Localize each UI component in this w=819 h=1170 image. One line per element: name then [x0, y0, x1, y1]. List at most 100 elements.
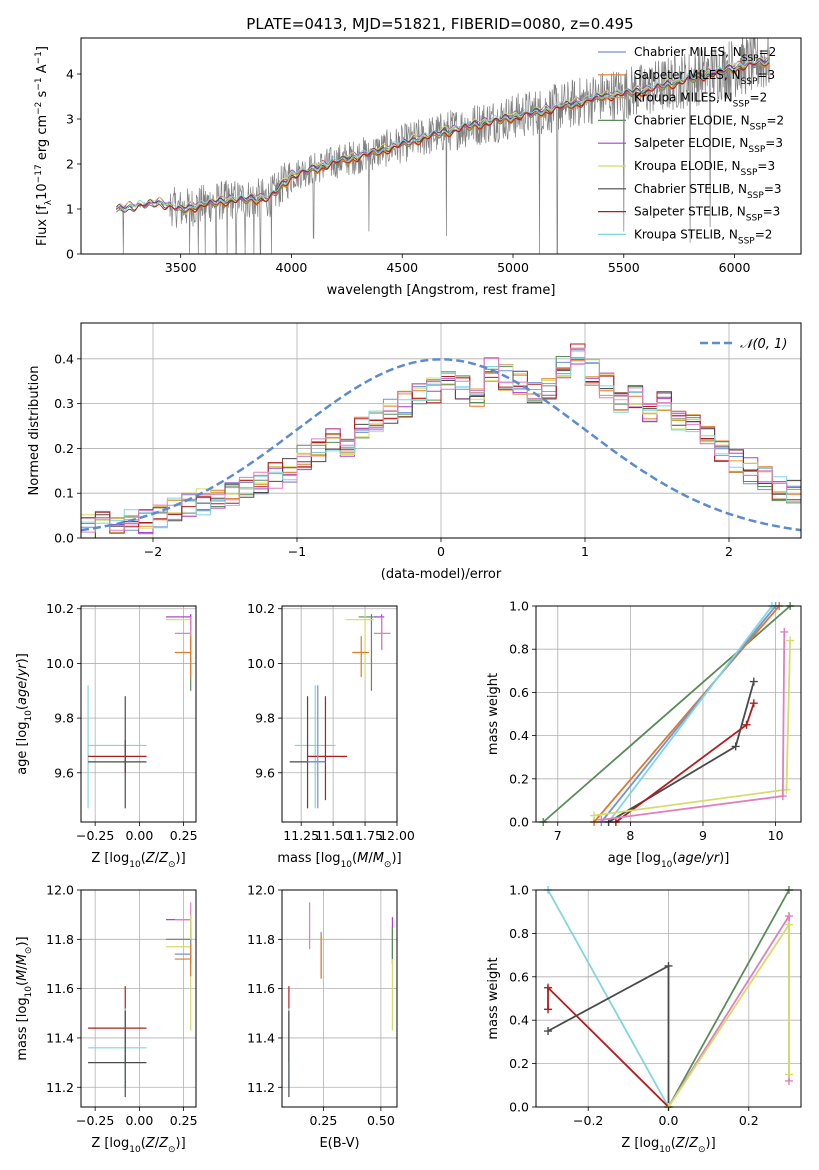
weight-marker — [731, 742, 740, 751]
x-tick-label: 5000 — [497, 260, 529, 275]
x-tick-label: −1 — [288, 544, 306, 559]
weight-marker — [784, 1070, 793, 1079]
x-tick-label: 0.25 — [170, 1113, 198, 1128]
legend-entry: Salpeter ELODIE, NSSP=3 — [634, 136, 783, 155]
spectrum-panel: 3500 4000 4500 5000 5500 6000 0 1 2 3 4 wavelength … — [34, 37, 802, 298]
y-axis-label: age [log10(age/yr)] — [15, 653, 34, 775]
axes-frame — [80, 605, 197, 823]
weight-marker — [780, 627, 789, 636]
y-tick-label: 0.4 — [509, 1013, 529, 1028]
normal-distribution-curve — [81, 358, 801, 532]
residual-histogram-9 — [81, 358, 801, 529]
y-tick-label: 0.4 — [54, 351, 74, 366]
weight-plot-area — [539, 602, 795, 826]
axes-frame — [535, 605, 802, 823]
age-weight-panel: 7 8 9 10 0.0 0.2 0.4 0.6 0.8 1.0 age [log10(age/yr… — [486, 599, 802, 870]
weight-marker — [782, 785, 791, 794]
y-tick-label: 1 — [66, 202, 74, 217]
weight-line-4 — [667, 889, 790, 1108]
x-axis-label: Z [log10(Z/Z⊙)] — [621, 1136, 715, 1155]
x-axis-label: (data-model)/error — [381, 567, 502, 582]
y-tick-label: 12.0 — [247, 883, 275, 898]
y-tick-label: 11.6 — [46, 981, 74, 996]
weight-line-3 — [600, 605, 777, 823]
x-tick-label: 0.00 — [125, 828, 153, 843]
scatter-plot-area — [289, 614, 391, 809]
y-tick-label: 10.2 — [247, 601, 275, 616]
weight-marker — [786, 636, 795, 645]
legend-entry: Chabrier MILES, NSSP=2 — [634, 45, 776, 64]
y-axis-label: Flux [fλ10−17 erg cm−2 s−1 A−1] — [34, 46, 54, 246]
y-tick-label: 12.0 — [46, 883, 74, 898]
y-tick-label: 11.4 — [46, 1030, 74, 1045]
y-tick-label: 4 — [66, 67, 74, 82]
weight-line-2 — [593, 605, 780, 823]
weight-marker — [664, 961, 673, 970]
model-line-8 — [116, 60, 770, 213]
weight-marker — [544, 983, 553, 992]
y-tick-label: 9.6 — [54, 765, 74, 780]
weight-marker — [544, 1027, 553, 1036]
legend-entry: Kroupa ELODIE, NSSP=3 — [634, 159, 775, 178]
x-tick-label: −0.25 — [76, 1113, 114, 1128]
weight-marker — [597, 815, 606, 824]
y-tick-label: 0.0 — [509, 1100, 529, 1115]
x-tick-label: −0.25 — [76, 828, 114, 843]
x-tick-label: 11.50 — [315, 828, 351, 843]
z-age-panel: −0.25 0.00 0.25 9.6 9.8 10.0 10.2 Z [log10(Z/Z⊙… — [15, 601, 198, 870]
x-axis-label: wavelength [Angstrom, rest frame] — [327, 283, 556, 298]
legend-entry: Salpeter MILES, NSSP=3 — [634, 68, 775, 87]
x-axis-label: age [log10(age/yr)] — [608, 851, 730, 870]
y-tick-label: 0.0 — [509, 815, 529, 830]
ebv-mass-panel: 0.25 0.50 11.2 11.4 11.6 11.8 12.0 E(B-V) — [247, 883, 398, 1151]
x-tick-label: 10 — [768, 828, 784, 843]
histogram-plot-area — [81, 343, 801, 538]
y-tick-label: 11.4 — [247, 1030, 275, 1045]
axes-frame — [80, 37, 802, 255]
z-mass-panel: −0.25 0.00 0.25 11.2 11.4 11.6 11.8 12.0 Z [log1… — [15, 883, 198, 1156]
y-tick-label: 11.8 — [46, 932, 74, 947]
x-tick-label: 0.00 — [125, 1113, 153, 1128]
y-tick-label: 11.8 — [247, 932, 275, 947]
y-tick-label: 0.2 — [54, 441, 74, 456]
x-tick-label: 0.0 — [659, 1113, 679, 1128]
y-axis-label: mass weight — [486, 673, 501, 755]
x-tick-label: 8 — [626, 828, 634, 843]
x-axis-label: E(B-V) — [319, 1136, 359, 1151]
model-line-9 — [116, 59, 770, 212]
x-tick-label: 4000 — [276, 260, 308, 275]
y-tick-label: 1.0 — [509, 599, 529, 614]
x-tick-label: 3500 — [165, 260, 197, 275]
x-tick-label: 0.25 — [309, 1113, 337, 1128]
x-tick-label: 4500 — [386, 260, 418, 275]
x-tick-label: 5500 — [608, 260, 640, 275]
y-tick-label: 0.8 — [509, 926, 529, 941]
y-tick-label: 0.4 — [509, 728, 529, 743]
residuals-panel: −2 −1 0 1 2 0.0 0.1 0.2 0.3 0.4 (data-model)/error… — [27, 322, 802, 582]
y-tick-label: 0.6 — [509, 969, 529, 984]
y-tick-label: 2 — [66, 157, 74, 172]
y-tick-label: 0.6 — [509, 685, 529, 700]
y-tick-label: 0.2 — [509, 771, 529, 786]
y-tick-label: 11.2 — [46, 1080, 74, 1095]
z-weight-panel: −0.2 0.0 0.2 0.0 0.2 0.4 0.6 0.8 1.0 Z [log10(Z/Z… — [486, 883, 802, 1155]
y-tick-label: 0.2 — [509, 1056, 529, 1071]
weight-line-4 — [607, 605, 773, 823]
weight-marker — [784, 912, 793, 921]
y-tick-label: 3 — [66, 112, 74, 127]
x-tick-label: 2 — [725, 544, 733, 559]
legend-entry: Salpeter STELIB, NSSP=3 — [634, 205, 780, 224]
legend-entry: Chabrier ELODIE, NSSP=2 — [634, 113, 784, 132]
y-tick-label: 11.6 — [247, 981, 275, 996]
weight-marker — [749, 677, 758, 686]
x-tick-label: 11.25 — [283, 828, 319, 843]
x-axis-label: mass [log10(M/M⊙)] — [277, 851, 401, 870]
y-tick-label: 1.0 — [509, 883, 529, 898]
y-tick-label: 9.6 — [255, 765, 275, 780]
weight-marker — [778, 792, 787, 801]
x-tick-label: 6000 — [719, 260, 751, 275]
y-axis-label: Normed distribution — [27, 366, 42, 496]
legend-entry: Kroupa STELIB, NSSP=2 — [634, 227, 772, 246]
x-tick-label: 1 — [581, 544, 589, 559]
